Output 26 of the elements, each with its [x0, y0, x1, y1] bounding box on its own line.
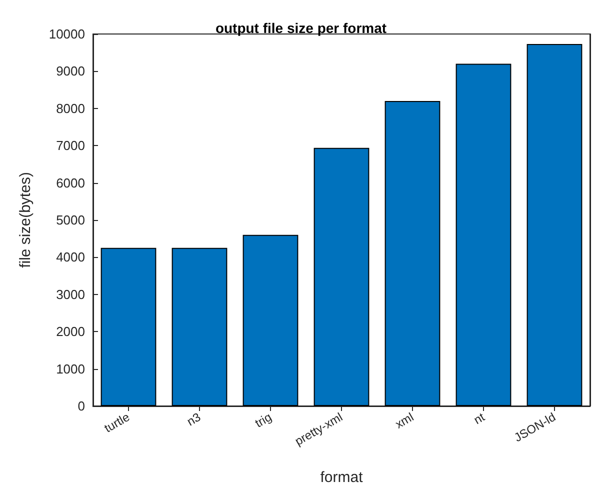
bar — [456, 64, 512, 406]
y-tick-label: 10000 — [48, 26, 85, 42]
y-tick-label: 8000 — [56, 100, 85, 116]
y-tick-label: 3000 — [56, 286, 85, 302]
x-tick-label: turtle — [102, 410, 132, 436]
x-tick-label: xml — [392, 410, 416, 432]
y-tick-label: 1000 — [56, 361, 85, 376]
x-tick-label: nt — [471, 410, 488, 428]
bar — [384, 100, 440, 406]
x-tick-label: n3 — [184, 410, 204, 429]
y-axis-title: file size(bytes) — [17, 172, 34, 268]
bar — [526, 44, 582, 406]
bar — [172, 248, 228, 406]
x-tick-label: trig — [252, 410, 274, 430]
bar — [242, 234, 298, 406]
bar — [314, 148, 370, 406]
bar — [100, 248, 156, 406]
x-axis-title: format — [320, 469, 364, 486]
y-tick-label: 2000 — [56, 324, 85, 340]
y-tick-label: 4000 — [56, 250, 85, 265]
y-tick-label: 6000 — [56, 175, 85, 190]
y-tick-label: 9000 — [56, 64, 85, 79]
y-tick-label: 0 — [78, 398, 85, 414]
y-tick-label: 7000 — [56, 138, 85, 154]
y-tick-label: 5000 — [56, 212, 85, 228]
chart-title: output file size per format — [215, 20, 387, 36]
